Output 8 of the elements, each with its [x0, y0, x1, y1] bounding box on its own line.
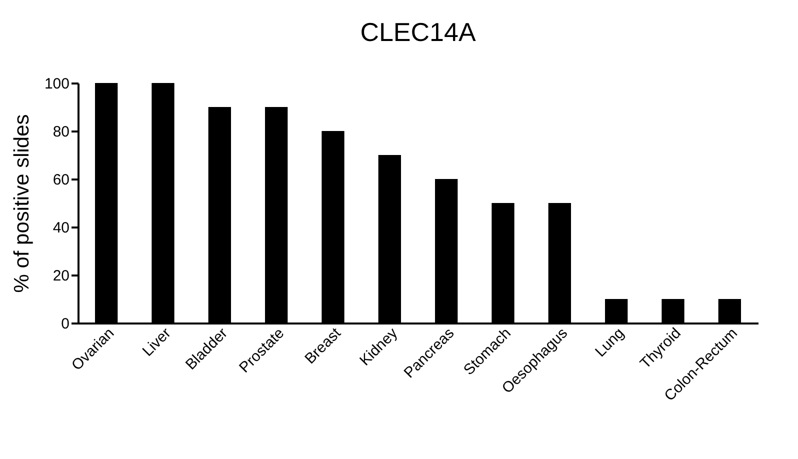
y-tick-label: 40	[52, 220, 70, 236]
y-tick-label: 80	[52, 124, 70, 140]
y-tick-label: 100	[44, 76, 70, 92]
y-tick-label: 0	[61, 316, 70, 332]
y-axis-title: % of positive slides	[10, 114, 34, 293]
y-tick-label: 20	[52, 268, 70, 284]
chart-title: CLEC14A	[360, 17, 476, 47]
y-tick-label: 60	[52, 172, 70, 188]
